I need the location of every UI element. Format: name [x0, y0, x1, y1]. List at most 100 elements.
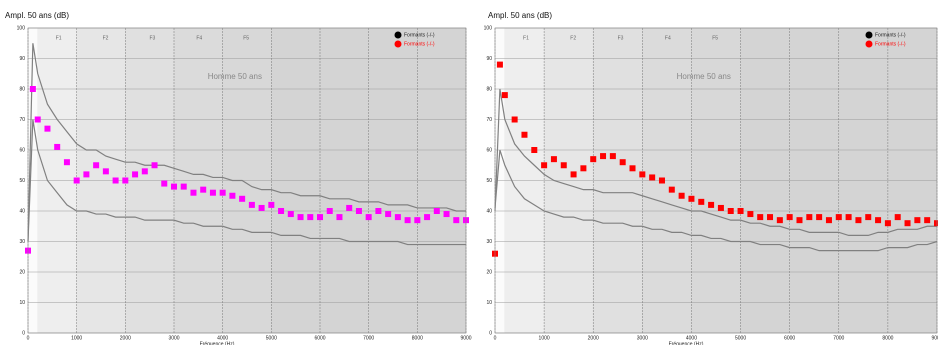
y-tick-label: 60 [19, 147, 25, 153]
marker [433, 208, 440, 214]
x-tick-label: 0 [494, 335, 497, 341]
marker [229, 192, 236, 199]
marker [649, 174, 656, 181]
marker [757, 214, 764, 221]
marker [63, 159, 70, 166]
plot-frame [27, 27, 467, 334]
marker [278, 208, 285, 214]
y-tick-label: 30 [19, 239, 25, 245]
marker [767, 214, 774, 221]
marker [855, 217, 862, 224]
y-tick-label: 40 [19, 208, 25, 214]
marker [385, 211, 392, 218]
spectrum-line [27, 43, 466, 242]
marker [884, 220, 891, 227]
marker [816, 214, 823, 221]
marker [521, 131, 528, 138]
y-tick-label: 10 [486, 300, 492, 306]
marker [209, 189, 216, 196]
y-tick-label: 20 [19, 269, 25, 275]
y-tick-label: 50 [486, 178, 492, 184]
marker [924, 217, 931, 224]
zone-label: F3 [618, 35, 624, 41]
marker [727, 208, 734, 214]
marker [629, 165, 636, 172]
zone-label: F5 [243, 35, 249, 41]
x-tick-label: 2000 [588, 335, 599, 341]
zone-label: F2 [103, 35, 109, 41]
marker [639, 171, 646, 178]
marker [394, 214, 401, 221]
zone-label: F1 [56, 35, 62, 41]
x-axis-label: Fréquence (Hz) [669, 341, 704, 345]
marker [698, 198, 705, 205]
zone-label: F5 [712, 35, 718, 41]
zone-label: F2 [570, 35, 576, 41]
chart-title: Ampl. 50 ans (dB) [488, 11, 552, 20]
marker [914, 217, 921, 224]
marker [570, 171, 577, 178]
x-tick-label: 5000 [735, 335, 746, 341]
marker [717, 204, 724, 211]
marker [550, 156, 557, 163]
y-tick-label: 90 [19, 56, 25, 62]
zone-label: F3 [149, 35, 155, 41]
marker [875, 217, 882, 224]
marker [531, 147, 538, 153]
marker [180, 183, 187, 190]
marker [894, 214, 901, 221]
marker [326, 208, 333, 214]
x-tick-label: 8000 [882, 335, 893, 341]
marker [239, 195, 246, 202]
marker [54, 143, 61, 150]
marker [708, 201, 715, 208]
x-tick-label: 6000 [314, 335, 325, 341]
annotation: Homme 50 ans [208, 72, 262, 81]
legend-marker [394, 40, 402, 48]
y-tick-label: 100 [17, 25, 26, 31]
marker [424, 214, 431, 221]
marker [688, 195, 695, 202]
legend-marker [394, 31, 402, 39]
legend-marker [865, 31, 873, 39]
x-tick-label: 5000 [266, 335, 277, 341]
marker [44, 125, 51, 132]
marker [141, 168, 148, 175]
x-tick-label: 4000 [686, 335, 697, 341]
y-tick-label: 10 [19, 300, 25, 306]
marker [806, 214, 813, 221]
y-tick-label: 80 [486, 86, 492, 92]
marker [501, 92, 508, 99]
x-axis-label: Fréquence (Hz) [200, 341, 235, 345]
marker [414, 217, 421, 224]
y-tick-label: 0 [489, 330, 492, 336]
y-tick-label: 90 [486, 56, 492, 62]
marker [219, 189, 226, 196]
plot-frame [494, 27, 938, 334]
marker [83, 171, 90, 178]
legend-label: Formants (-/-) [404, 32, 435, 38]
marker [248, 201, 255, 208]
y-tick-label: 70 [486, 117, 492, 123]
marker [678, 192, 685, 199]
marker [132, 171, 139, 178]
spectrum-line [27, 119, 466, 246]
marker [365, 214, 372, 221]
x-tick-label: 6000 [784, 335, 795, 341]
x-tick-label: 1000 [539, 335, 550, 341]
marker [161, 180, 168, 187]
legend-label: Formants (-/-) [875, 41, 906, 47]
legend-label: Formants (-/-) [875, 32, 906, 38]
marker [404, 217, 411, 224]
marker [904, 220, 911, 227]
marker [443, 211, 450, 218]
chart-title: Ampl. 50 ans (dB) [5, 11, 69, 20]
y-tick-label: 40 [486, 208, 492, 214]
marker [258, 204, 265, 211]
x-tick-label: 3000 [637, 335, 648, 341]
marker [34, 116, 41, 123]
y-tick-label: 0 [22, 330, 25, 336]
x-tick-label: 4000 [217, 335, 228, 341]
